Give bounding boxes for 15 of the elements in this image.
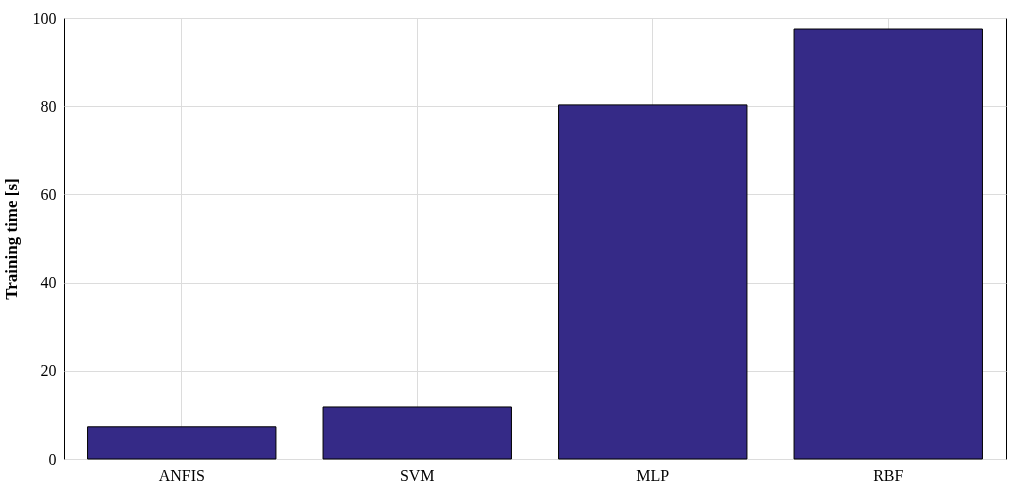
bar: [558, 104, 748, 460]
bar: [87, 426, 277, 460]
y-tick-label: 20: [40, 362, 57, 380]
y-tick-label: 100: [32, 9, 57, 27]
x-tick-label: MLP: [636, 466, 670, 484]
x-tick-label: ANFIS: [158, 466, 205, 484]
x-tick-label: SVM: [399, 466, 435, 484]
bar: [322, 406, 512, 460]
y-tick-label: 60: [40, 185, 57, 203]
y-tick-label: 40: [40, 274, 57, 292]
y-tick-label: 0: [48, 450, 57, 468]
bar: [793, 28, 983, 460]
x-tick-label: RBF: [873, 466, 904, 484]
y-axis-title: Training time [s]: [1, 178, 21, 300]
y-tick-label: 80: [40, 97, 57, 115]
